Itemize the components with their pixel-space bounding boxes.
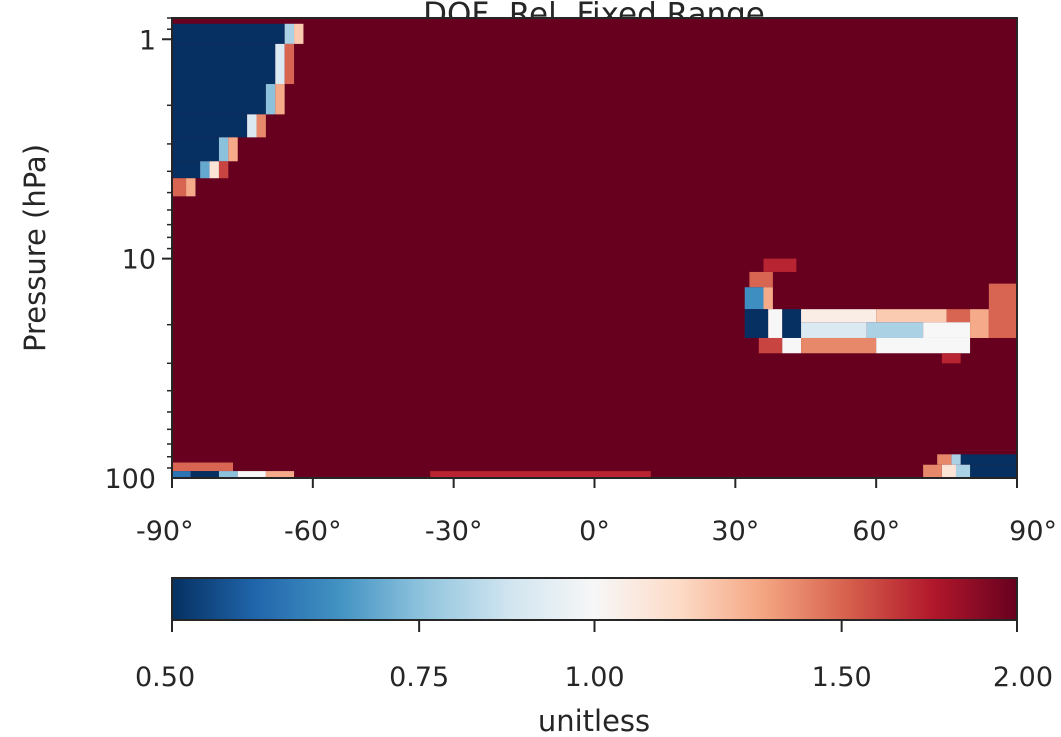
heatmap-cell	[876, 337, 971, 354]
y-tick-label: 1	[139, 25, 156, 56]
x-tick-label: -90°	[136, 516, 194, 547]
heatmap-cell	[172, 161, 201, 179]
heatmap-cell	[801, 309, 877, 323]
heatmap-cell	[218, 471, 238, 478]
heatmap-cell	[200, 161, 210, 179]
x-tick-label: 30°	[711, 516, 759, 547]
heatmap-cell	[256, 114, 266, 138]
y-axis: 1 10 100	[104, 17, 172, 495]
heatmap-cell	[744, 287, 764, 310]
heatmap-cell	[172, 462, 234, 472]
heatmap-cell	[218, 161, 229, 179]
heatmap-cell	[988, 283, 1017, 338]
heatmap-cell	[782, 309, 802, 338]
heatmap-cell	[294, 23, 304, 44]
plot-area	[172, 18, 1017, 478]
heatmap-cell	[172, 178, 187, 197]
heatmap-cell	[923, 464, 942, 478]
heatmap-cell	[941, 353, 961, 364]
heatmap-cell	[172, 23, 285, 44]
heatmap-background	[172, 18, 1017, 478]
heatmap-cell	[866, 322, 924, 338]
colorbar: 0.50 0.75 1.00 1.50 2.00 unitless	[135, 577, 1053, 737]
heatmap-cell	[172, 137, 219, 162]
heatmap-cell	[247, 114, 257, 138]
heatmap-cell	[763, 258, 797, 272]
colorbar-tick-label: 0.75	[389, 662, 449, 693]
colorbar-label: unitless	[538, 704, 650, 737]
heatmap-cell	[801, 322, 867, 338]
heatmap-cell	[960, 454, 1017, 465]
heatmap-cell	[970, 309, 989, 338]
heatmap-cell	[763, 287, 773, 310]
y-tick-label: 10	[122, 245, 156, 276]
heatmap-cell	[237, 471, 266, 478]
heatmap-cell	[782, 337, 802, 354]
colorbar-tick-label: 0.50	[135, 662, 195, 693]
heatmap-cell	[172, 471, 191, 478]
heatmap-cell	[758, 337, 783, 354]
heatmap-cell	[801, 337, 877, 354]
x-tick-label: -60°	[284, 516, 342, 547]
heatmap-cell	[228, 137, 238, 162]
colorbar-tick-label: 1.00	[564, 662, 624, 693]
heatmap-cell	[923, 322, 971, 338]
y-axis-label: Pressure (hPa)	[18, 144, 52, 352]
x-tick-label: 90°	[1009, 516, 1057, 547]
colorbar-tick-label: 1.50	[812, 662, 872, 693]
heatmap-cell	[876, 309, 947, 323]
heatmap-cell	[190, 471, 219, 478]
x-tick-label: 0°	[579, 516, 610, 547]
heatmap-cell	[955, 464, 971, 478]
heatmap-cell	[284, 23, 295, 44]
heatmap-cell	[951, 454, 961, 465]
heatmap-cell	[218, 137, 229, 162]
heatmap-cell	[172, 84, 266, 115]
heatmap-cell	[275, 84, 285, 115]
heatmap-cell	[275, 43, 285, 85]
heatmap-cell	[186, 178, 196, 197]
heatmap-cell	[430, 471, 651, 478]
x-axis: -90° -60° -30° 0° 30° 60° 90°	[136, 478, 1057, 547]
heatmap-cell	[209, 161, 219, 179]
colorbar-tick-label: 2.00	[993, 662, 1053, 693]
heatmap-cell	[941, 464, 956, 478]
y-tick-label: 100	[104, 464, 156, 495]
heatmap-cell	[749, 271, 773, 288]
heatmap-cell	[937, 454, 952, 465]
colorbar-gradient	[171, 577, 1018, 621]
heatmap-cell	[172, 114, 248, 138]
heatmap-cell	[172, 43, 276, 85]
heatmap-cell	[265, 84, 276, 115]
heatmap-cell	[768, 309, 783, 338]
x-tick-label: -30°	[425, 516, 483, 547]
heatmap-cell	[970, 464, 1017, 478]
heatmap-cell	[946, 309, 971, 323]
heatmap-cell	[265, 471, 295, 478]
heatmap-cell	[744, 309, 769, 338]
x-tick-label: 60°	[852, 516, 900, 547]
heatmap-cell	[284, 43, 295, 85]
